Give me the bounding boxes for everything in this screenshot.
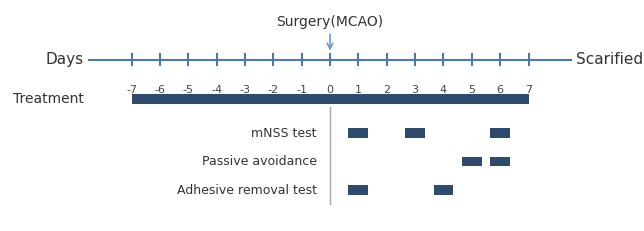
Bar <box>348 185 368 195</box>
Bar <box>462 157 482 167</box>
Text: 6: 6 <box>497 85 504 95</box>
Text: 5: 5 <box>468 85 475 95</box>
Bar <box>490 128 510 138</box>
Text: 1: 1 <box>355 85 362 95</box>
Text: Surgery(MCAO): Surgery(MCAO) <box>276 15 384 30</box>
Text: 7: 7 <box>525 85 532 95</box>
Bar <box>405 128 425 138</box>
Text: -6: -6 <box>155 85 166 95</box>
Text: Scarified: Scarified <box>576 52 643 67</box>
Text: 0: 0 <box>327 85 334 95</box>
Text: -2: -2 <box>268 85 279 95</box>
Bar <box>348 128 368 138</box>
Bar <box>131 94 529 104</box>
Text: -1: -1 <box>296 85 307 95</box>
Text: Adhesive removal test: Adhesive removal test <box>176 183 317 197</box>
Text: -4: -4 <box>211 85 222 95</box>
Text: Treatment: Treatment <box>13 92 84 106</box>
Text: 2: 2 <box>383 85 390 95</box>
Text: 4: 4 <box>440 85 447 95</box>
Text: Passive avoidance: Passive avoidance <box>202 155 317 168</box>
Text: Days: Days <box>46 52 84 67</box>
Text: mNSS test: mNSS test <box>251 127 317 140</box>
Bar <box>433 185 453 195</box>
Text: -7: -7 <box>126 85 137 95</box>
Text: 3: 3 <box>412 85 419 95</box>
Bar <box>490 157 510 167</box>
Text: -5: -5 <box>183 85 194 95</box>
Text: -3: -3 <box>240 85 251 95</box>
